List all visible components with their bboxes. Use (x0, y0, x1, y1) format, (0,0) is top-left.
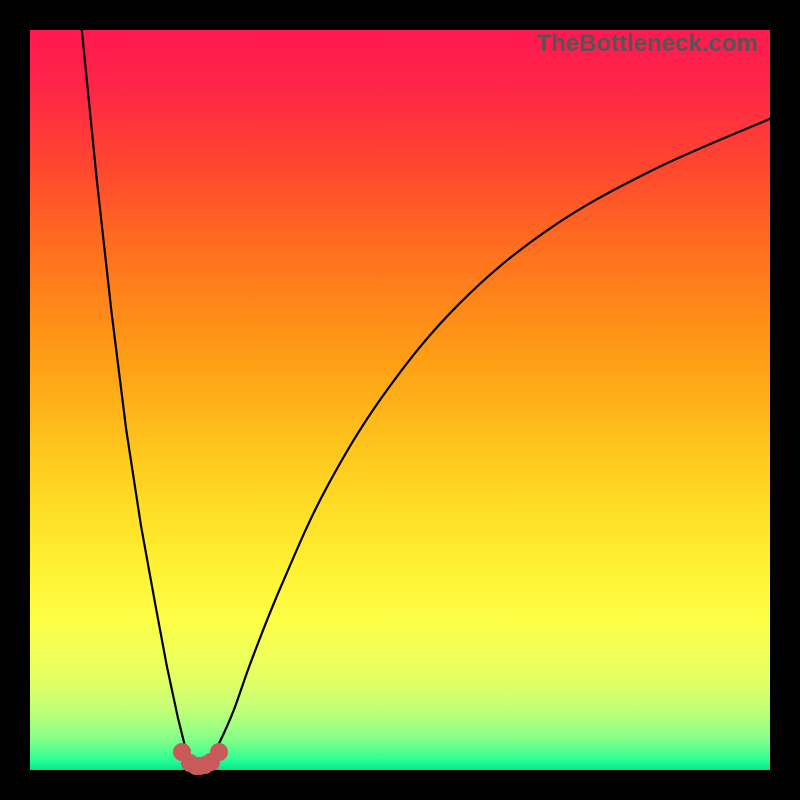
right-curve (209, 119, 770, 761)
watermark-text: TheBottleneck.com (537, 30, 758, 58)
trough-marker (210, 743, 228, 761)
chart-frame: TheBottleneck.com (0, 0, 800, 800)
left-curve (82, 30, 192, 761)
plot-svg (30, 30, 770, 770)
